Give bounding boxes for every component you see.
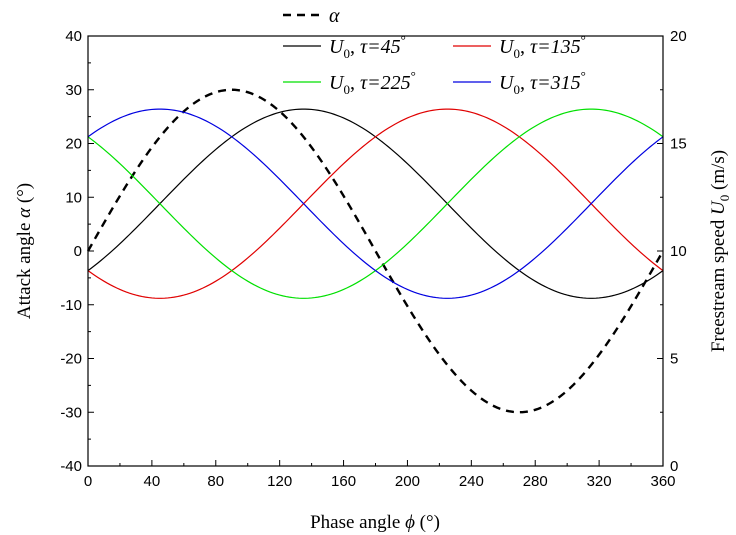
x-axis-title-symbol: ϕ	[405, 512, 415, 533]
y-axis-right-title-prefix: Freestream speed	[708, 215, 729, 352]
plot-series	[86, 88, 665, 414]
series-line-alpha	[86, 88, 665, 414]
legend-label-u0-tau-45: U0, τ=45°	[329, 32, 406, 61]
x-tick-label: 40	[144, 473, 161, 490]
y-axis-right: 0 5 10 15 20	[657, 28, 687, 475]
x-tick-label: 0	[84, 473, 92, 490]
y-tick-label: 40	[65, 28, 82, 45]
x-tick-label: 200	[395, 473, 420, 490]
y-tick-label: -40	[60, 458, 82, 475]
y2-tick-label: 20	[670, 28, 687, 45]
y-tick-label: 30	[65, 82, 82, 99]
y-axis-left-title-suffix: (°)	[14, 183, 35, 208]
y2-tick-label: 15	[670, 136, 687, 153]
y2-tick-label: 0	[670, 458, 678, 475]
x-axis-title-suffix: (°)	[415, 512, 440, 533]
y-tick-label: 10	[65, 189, 82, 206]
y-tick-label: 0	[74, 243, 82, 260]
y-axis-right-title-suffix: (m/s)	[708, 150, 729, 195]
plot-frame	[87, 35, 664, 467]
series-line-u0-tau-135	[87, 108, 664, 299]
legend-label-u0-tau-315: U0, τ=315°	[499, 68, 586, 97]
y-axis-left-title-prefix: Attack angle	[14, 218, 35, 319]
x-tick-label: 240	[459, 473, 484, 490]
y-axis-left-title-symbol: α	[14, 207, 35, 218]
x-axis: 0 40 80 120 160 200 240 280 320 360	[84, 460, 676, 490]
x-axis-title: Phase angle ϕ (°)	[310, 512, 440, 533]
x-tick-label: 320	[587, 473, 612, 490]
y-tick-label: -30	[60, 404, 82, 421]
legend-label-alpha: α	[329, 5, 340, 27]
y-tick-label: 20	[65, 136, 82, 153]
y-axis-right-title: Freestream speed U0 (m/s)	[708, 150, 732, 352]
x-tick-label: 360	[650, 473, 675, 490]
legend: α U0, τ=45° U0, τ=135° U0, τ=225° U0, τ=315°	[283, 5, 586, 97]
y-axis-right-title-subscript: 0	[717, 195, 732, 202]
y2-tick-label: 10	[670, 243, 687, 260]
x-tick-label: 160	[331, 473, 356, 490]
y-axis-left: -40 -30 -20 -10 0 10 20 30 40	[60, 28, 94, 475]
legend-label-u0-tau-225: U0, τ=225°	[329, 68, 416, 97]
y-tick-label: -20	[60, 351, 82, 368]
legend-label-u0-tau-135: U0, τ=135°	[499, 32, 586, 61]
y-axis-right-title-symbol: U	[708, 200, 729, 215]
y2-tick-label: 5	[670, 351, 678, 368]
x-axis-title-prefix: Phase angle	[310, 512, 405, 533]
x-tick-label: 120	[267, 473, 292, 490]
y-tick-label: -10	[60, 297, 82, 314]
y-axis-left-title: Attack angle α (°)	[14, 183, 35, 319]
series-line-u0-tau-315	[87, 108, 664, 299]
x-tick-label: 80	[207, 473, 224, 490]
x-tick-label: 280	[523, 473, 548, 490]
